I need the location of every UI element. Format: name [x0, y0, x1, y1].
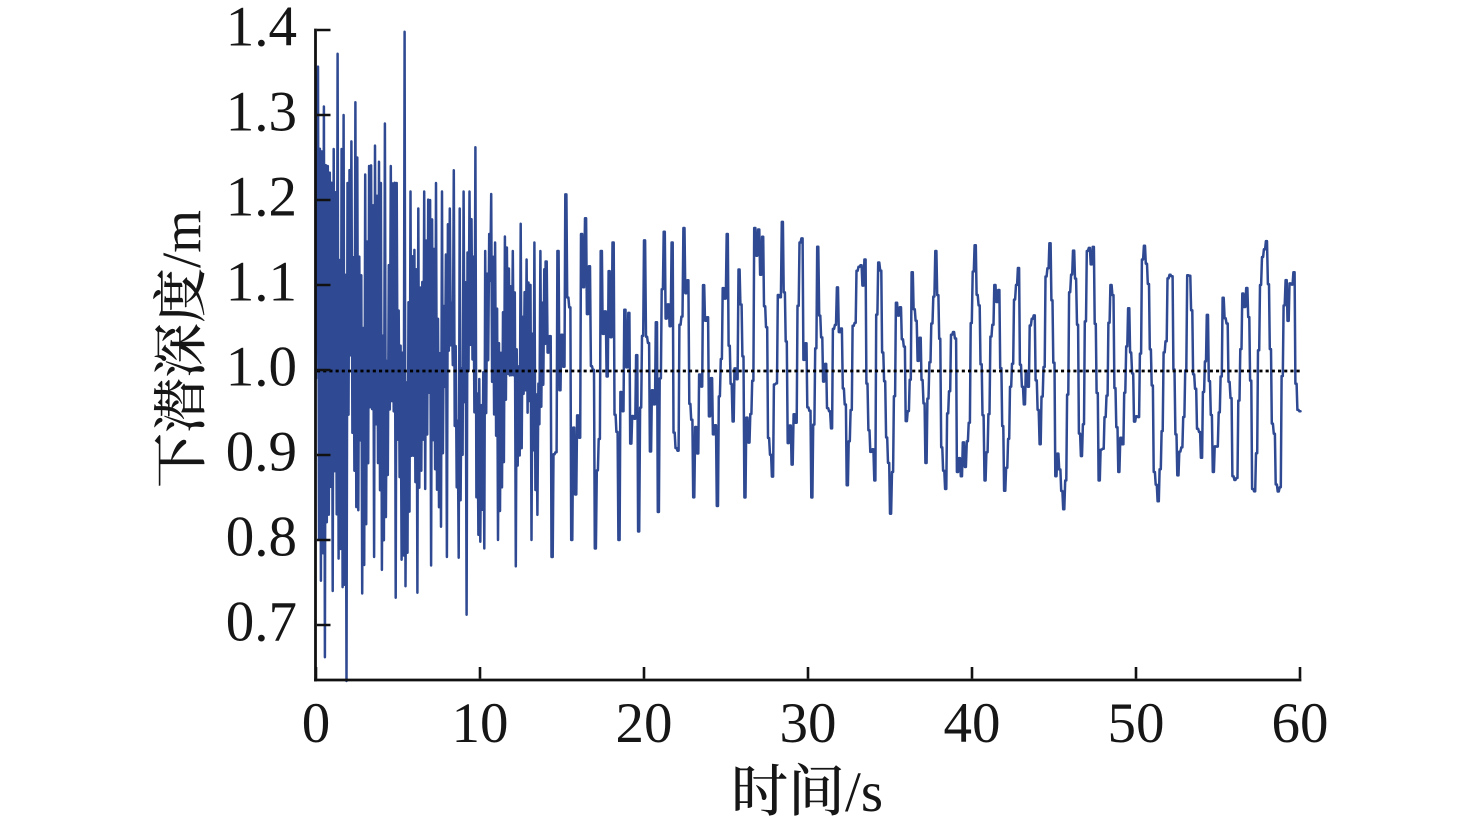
svg-text:50: 50	[1108, 692, 1165, 755]
svg-text:60: 60	[1272, 692, 1329, 755]
svg-text:0: 0	[302, 692, 331, 755]
svg-text:10: 10	[452, 692, 509, 755]
svg-text:1.0: 1.0	[226, 336, 297, 399]
svg-text:0.9: 0.9	[226, 421, 297, 484]
svg-text:0.8: 0.8	[226, 506, 297, 569]
svg-text:1.4: 1.4	[226, 0, 297, 59]
svg-text:30: 30	[780, 692, 837, 755]
svg-text:1.3: 1.3	[226, 81, 297, 144]
svg-text:40: 40	[944, 692, 1001, 755]
svg-text:/s: /s	[845, 761, 883, 824]
svg-text:1.2: 1.2	[226, 166, 297, 229]
svg-text:1.1: 1.1	[226, 251, 297, 314]
svg-text:20: 20	[616, 692, 673, 755]
svg-text:/m: /m	[151, 210, 212, 268]
svg-text:0.7: 0.7	[226, 591, 297, 654]
